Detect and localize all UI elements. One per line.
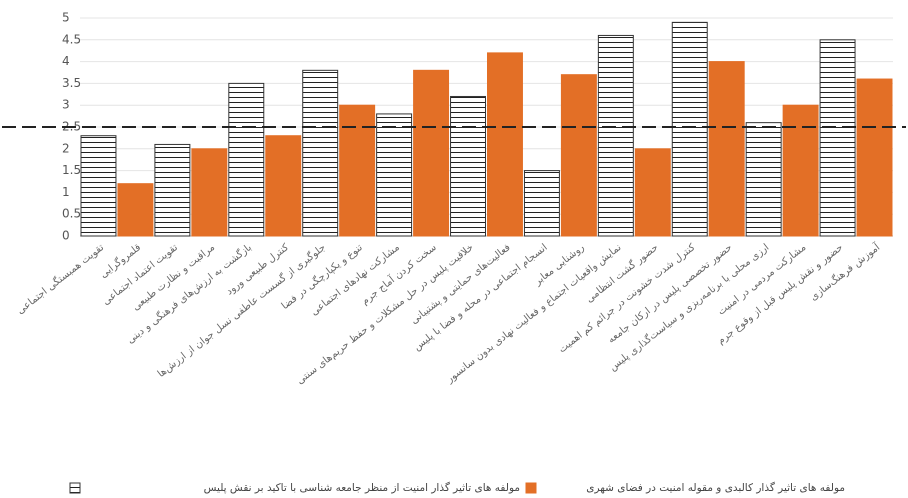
y-tick-label: 5 (62, 11, 70, 25)
y-tick-label: 3 (62, 98, 70, 112)
legend-marker (525, 482, 537, 494)
bar (413, 69, 450, 237)
y-tick-label: 0 (62, 229, 70, 243)
bar (671, 21, 708, 237)
x-tick-label: خلاقیت پلیس در حل مشکلات و حفظ حریم‌های … (295, 242, 476, 387)
bar (487, 52, 523, 237)
x-tick-label: کنترل شدت خشونت در جرائم کم اهمیت (557, 242, 698, 355)
bar (523, 170, 560, 237)
bar (856, 78, 893, 237)
legend-label: مولفه های تاثیر گذار کالبدی و مقوله امنی… (586, 481, 845, 494)
x-tick-label: انسجام اجتماعی در محله و فضا با پلیس (412, 242, 550, 353)
bar (80, 135, 117, 237)
bar (597, 34, 634, 237)
bar (745, 122, 782, 237)
y-tick-label: 1 (62, 185, 70, 199)
bar (191, 148, 228, 237)
bar (708, 61, 745, 237)
y-tick-label: 3.5 (62, 76, 81, 90)
bar (376, 113, 413, 237)
bar (154, 143, 191, 237)
legend-label: مولفه های تاثیر گذار امنیت از منظر جامعه… (204, 481, 520, 494)
y-tick-label: 4 (62, 54, 70, 68)
y-tick-label: 1.5 (62, 163, 81, 177)
bar (302, 69, 339, 237)
bar (228, 82, 265, 237)
bar (265, 135, 302, 237)
bar (339, 104, 376, 237)
bars (80, 21, 893, 237)
y-tick-label: 4.5 (62, 32, 81, 46)
x-tick-label: نمایش واقعیات اجتماع و فعالیت نهادی بدون… (444, 242, 624, 386)
x-tick-label: کنترل طبیعی ورود (224, 242, 291, 298)
bar (782, 104, 819, 237)
bar (819, 39, 856, 237)
legend-marker (69, 482, 81, 494)
x-tick-label: تقویت همبستگی اجتماعی (15, 241, 107, 316)
x-tick-label: جلوگیری از گسست عاطفی نسل جوان از ارزش‌ه… (155, 241, 328, 380)
bar (117, 183, 154, 237)
bar (634, 148, 671, 237)
bar (560, 74, 597, 237)
y-tick-label: 2 (62, 141, 70, 155)
bar (450, 95, 486, 237)
y-tick-label: 0.5 (62, 207, 81, 221)
